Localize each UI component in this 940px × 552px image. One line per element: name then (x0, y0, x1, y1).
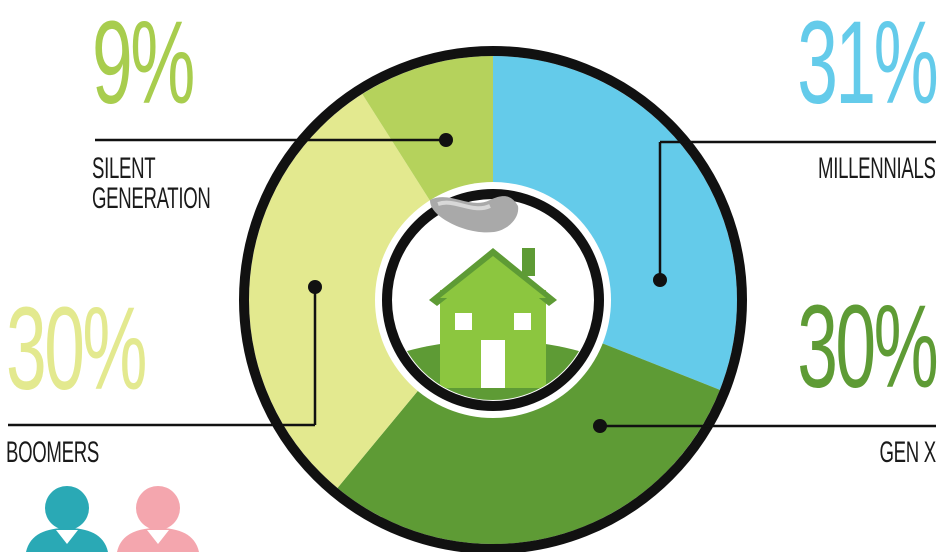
leader-millennials (653, 140, 936, 287)
millennials-label: MILLENNIALS (818, 152, 936, 185)
boomers-percent: 30% (6, 283, 147, 415)
person-icon-pink (117, 486, 199, 552)
person-icon-teal (26, 486, 108, 552)
genx-percent: 30% (797, 281, 938, 413)
genx-label: GEN X (879, 436, 937, 469)
silent-label: SILENT GENERATION (92, 152, 211, 215)
leader-silent (95, 133, 453, 147)
inner-ring (382, 189, 604, 411)
outer-ring (239, 46, 747, 552)
millennials-percent: 31% (797, 0, 938, 129)
slice-genx (337, 300, 720, 544)
silent-percent: 9% (92, 0, 195, 129)
smoke-icon (430, 196, 519, 233)
leader-genx (593, 419, 936, 433)
slice-boomers (248, 93, 493, 489)
boomers-label: BOOMERS (6, 436, 99, 469)
leader-boomers (8, 280, 322, 427)
